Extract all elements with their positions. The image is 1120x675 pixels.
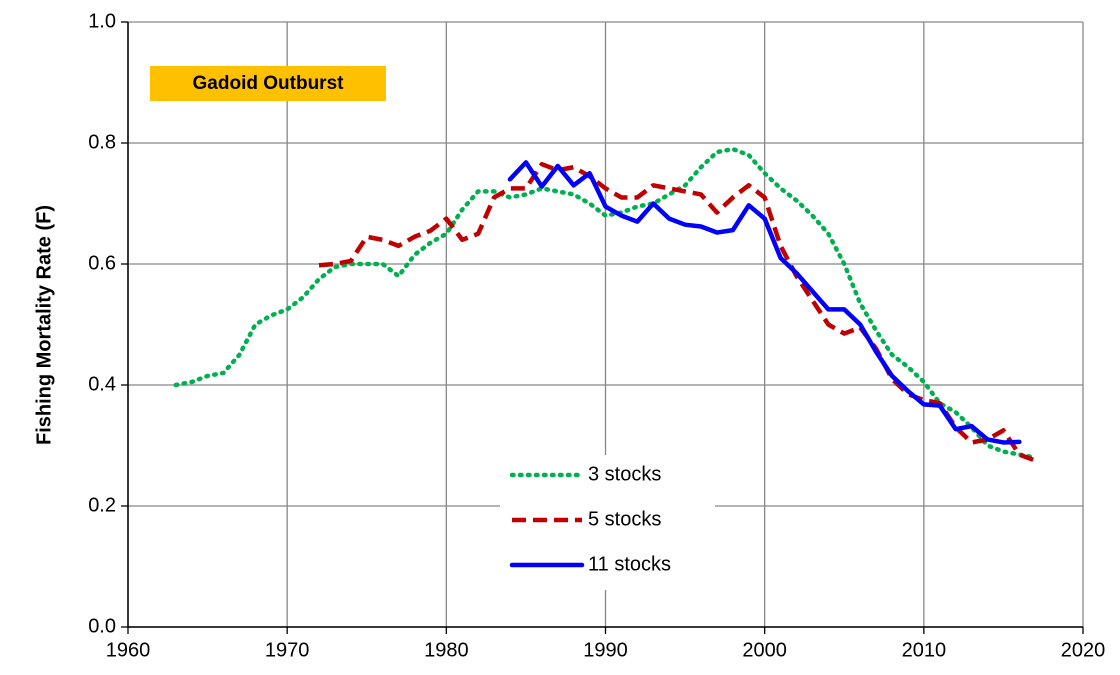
x-tick-label: 2000 [742, 639, 787, 661]
x-tick-label: 2010 [902, 639, 947, 661]
annotation: Gadoid Outburst [193, 73, 345, 94]
legend-label: 5 stocks [588, 508, 661, 530]
y-tick-label: 0.6 [88, 252, 116, 274]
x-tick-label: 1960 [106, 639, 151, 661]
y-tick-label: 0.4 [88, 373, 116, 395]
y-tick-label: 0.0 [88, 615, 116, 637]
series-line [507, 160, 1022, 445]
legend-box [500, 455, 715, 590]
legend-label: 3 stocks [588, 463, 661, 485]
series-line [173, 146, 1038, 460]
y-tick-label: 0.8 [88, 131, 116, 153]
x-tick-label: 1990 [583, 639, 628, 661]
x-tick-label: 1970 [265, 639, 310, 661]
y-tick-label: 1.0 [88, 10, 116, 32]
x-tick-label: 2020 [1061, 639, 1106, 661]
annotation-box [150, 66, 386, 101]
legend-label: 11 stocks [588, 553, 671, 575]
y-axis-label: Fishing Mortality Rate (F) [33, 205, 55, 445]
y-tick-label: 0.2 [88, 494, 116, 516]
series-line [318, 161, 1037, 463]
x-tick-label: 1980 [424, 639, 469, 661]
